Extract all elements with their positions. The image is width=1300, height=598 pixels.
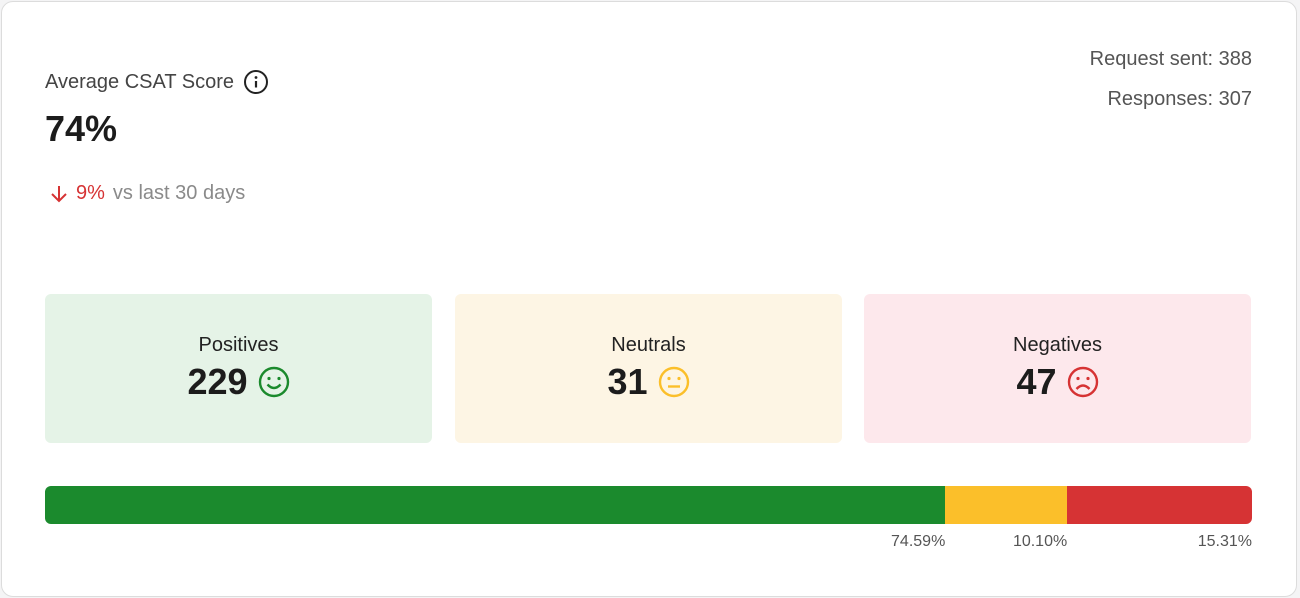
bar-segment [945,486,1068,524]
card-label: Negatives [1013,334,1102,356]
neutral-icon [658,366,689,398]
title-row: Average CSAT Score [45,69,269,95]
segment-label: 15.31% [1197,533,1252,550]
change-row: 9% vs last 30 days [48,182,245,205]
distribution-bar [45,486,1252,524]
card-label: Positives [198,334,279,356]
down-arrow [51,185,67,202]
card-count: 31 [607,361,648,402]
bar-segment [1067,486,1252,524]
bar-segment [45,486,946,524]
request-sent: Request sent: 388 [1089,48,1252,70]
change-note: vs last 30 days [112,182,246,204]
responses: Responses: 307 [1107,88,1252,110]
segment-label: 10.10% [1012,533,1068,550]
positives-card: Positives 229 [45,294,432,443]
score: 74% [45,108,118,149]
info-icon[interactable] [243,69,269,95]
card-count: 229 [187,361,248,402]
title: Average CSAT Score [45,70,234,93]
card-count: 47 [1016,361,1057,402]
frown-icon [1067,366,1098,398]
segment-label: 74.59% [891,533,946,550]
card-label: Neutrals [611,334,686,356]
smile-icon [258,366,289,398]
neutrals-card: Neutrals 31 [455,294,842,443]
negatives-card: Negatives 47 [864,294,1251,443]
change-value: 9% [76,182,105,204]
